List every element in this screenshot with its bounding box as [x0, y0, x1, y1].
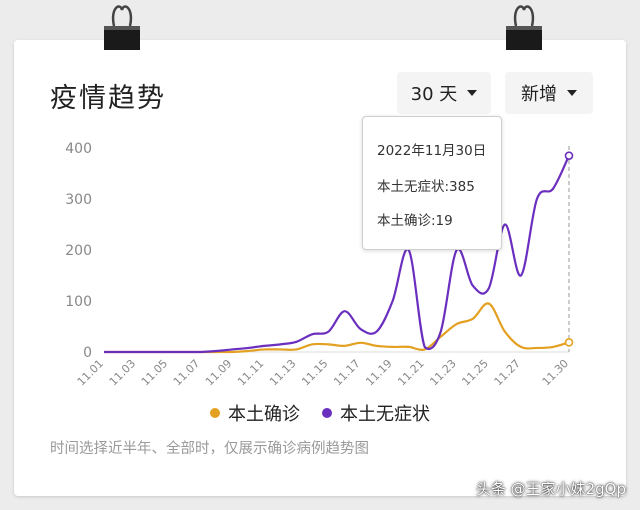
binder-clip-right-icon	[506, 5, 542, 50]
x-tick-label: 11.30	[540, 357, 571, 388]
x-tick-label: 11.27	[492, 357, 523, 388]
y-tick-label: 400	[65, 141, 92, 157]
legend-dot-icon	[210, 408, 220, 418]
x-tick-label: 11.13	[267, 357, 298, 388]
tooltip-date: 2022年11月30日	[377, 143, 487, 159]
binder-clip-left-icon	[104, 5, 140, 50]
y-tick-label: 0	[83, 345, 92, 361]
range-dropdown-label: 30 天	[410, 84, 458, 105]
series-line-confirmed	[103, 302, 570, 354]
y-tick-label: 100	[65, 294, 92, 310]
legend-label: 本土无症状	[340, 404, 430, 425]
x-tick-label: 11.11	[235, 357, 266, 388]
tooltip-asymptomatic: 本土无症状:385	[377, 179, 475, 195]
x-tick-label: 11.23	[427, 357, 458, 388]
type-dropdown[interactable]: 新增	[505, 72, 593, 114]
series-point-confirmed	[564, 338, 574, 347]
x-tick-label: 11.21	[395, 357, 426, 388]
series-line-asymptomatic	[103, 155, 570, 354]
x-tick-label: 11.19	[363, 357, 394, 388]
chart-legend: 本土确诊 本土无症状	[0, 400, 640, 426]
chart-tooltip: 2022年11月30日 本土无症状:385 本土确诊:19	[362, 116, 502, 250]
type-dropdown-label: 新增	[521, 84, 557, 105]
legend-item-confirmed[interactable]: 本土确诊	[210, 400, 300, 426]
x-tick-label: 11.01	[75, 357, 106, 388]
legend-label: 本土确诊	[228, 404, 300, 425]
x-tick-label: 11.09	[203, 357, 234, 388]
watermark: 头条 @王家小妹2gQp	[475, 480, 626, 498]
y-tick-label: 300	[65, 192, 92, 208]
legend-dot-icon	[322, 408, 332, 418]
x-tick-label: 11.17	[331, 357, 362, 388]
x-tick-label: 11.05	[139, 357, 170, 388]
tooltip-confirmed: 本土确诊:19	[377, 213, 453, 229]
x-tick-label: 11.15	[299, 357, 330, 388]
y-tick-label: 200	[65, 243, 92, 259]
range-dropdown[interactable]: 30 天	[397, 72, 491, 114]
caret-down-icon	[567, 90, 577, 96]
x-tick-label: 11.25	[459, 357, 490, 388]
page-title: 疫情趋势	[50, 83, 166, 114]
x-tick-label: 11.07	[171, 357, 202, 388]
legend-item-asymptomatic[interactable]: 本土无症状	[322, 400, 430, 426]
series-point-asymptomatic	[564, 151, 574, 160]
x-tick-label: 11.03	[107, 357, 138, 388]
chart-note: 时间选择近半年、全部时，仅展示确诊病例趋势图	[50, 441, 369, 457]
caret-down-icon	[467, 90, 478, 96]
